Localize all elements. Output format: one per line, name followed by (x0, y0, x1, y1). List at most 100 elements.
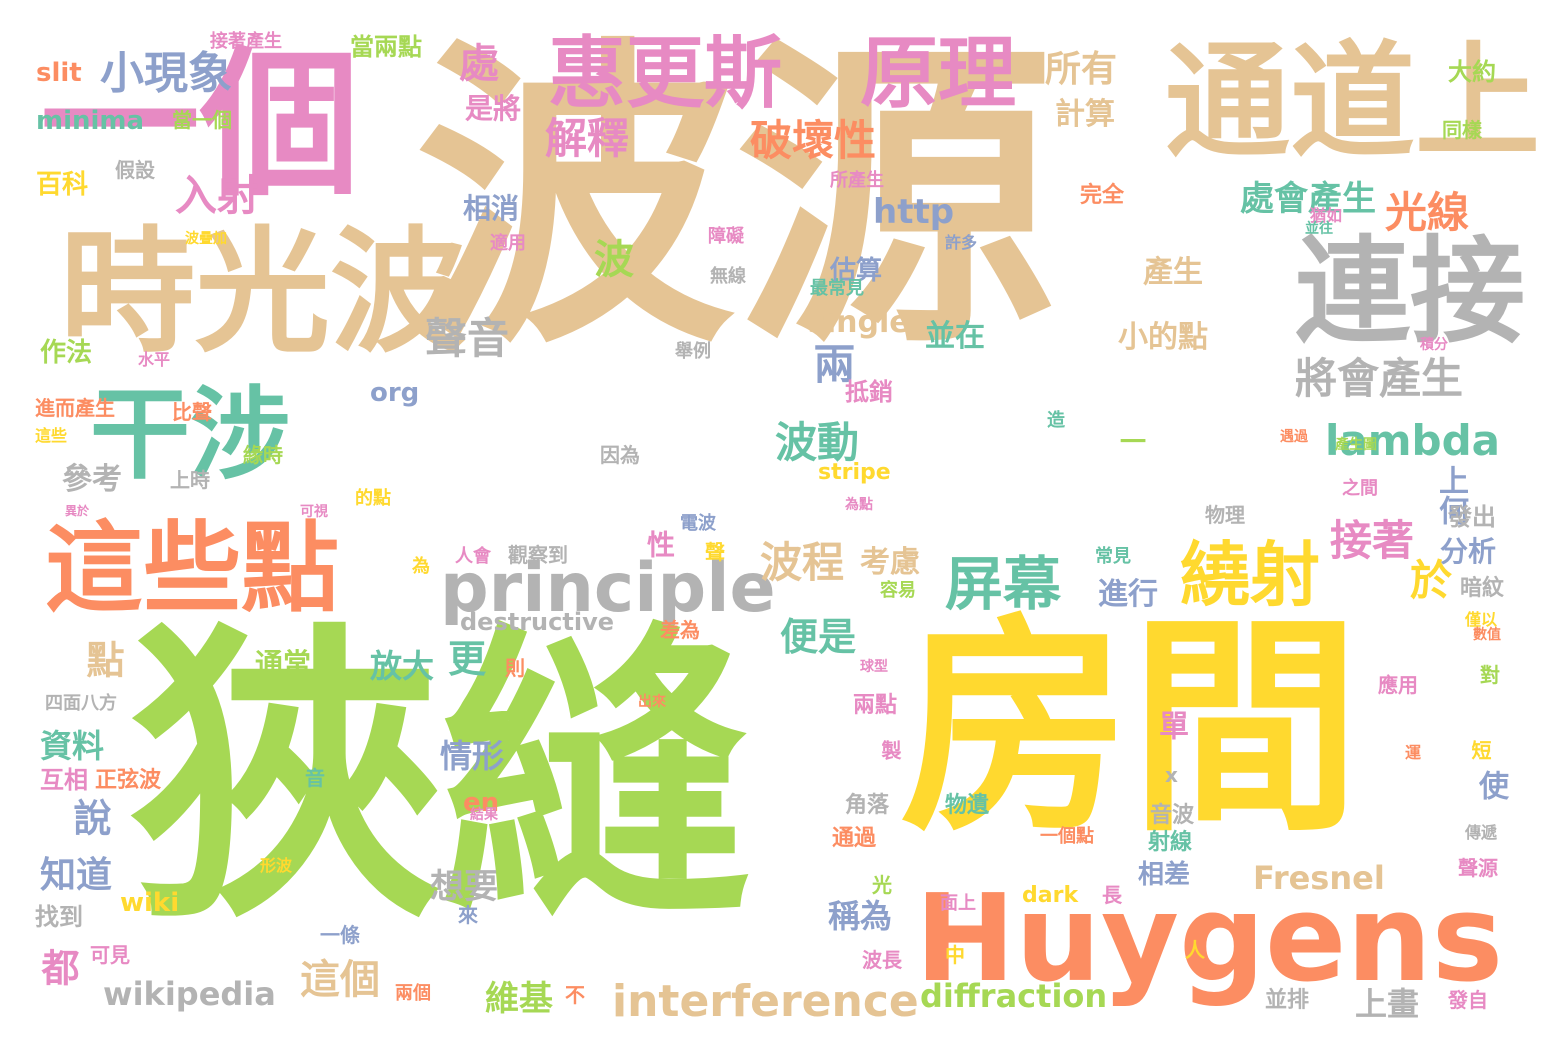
word-cloud-word: 入射 (175, 171, 260, 220)
word-cloud-word: 數值 (1473, 627, 1501, 643)
word-cloud-word: 並排 (1265, 988, 1310, 1013)
word-cloud-word: 異於 (65, 504, 90, 518)
word-cloud-word: Fresnel (1253, 859, 1385, 897)
word-cloud-word: 面上 (940, 893, 976, 914)
word-cloud-word: 常見 (1095, 546, 1131, 567)
word-cloud-word: 差為 (660, 618, 700, 642)
word-cloud-word: 參考 (62, 462, 122, 497)
word-cloud-word: 所產生 (830, 170, 884, 191)
word-cloud-word: 都 (35, 948, 79, 986)
word-cloud-word: 傳遞 (1465, 823, 1498, 842)
word-cloud-word: 聲源 (1458, 856, 1498, 880)
word-cloud-word: 估算 (830, 256, 883, 286)
word-cloud-word: 四面八方 (45, 693, 117, 714)
word-cloud-word: 繞射 (1180, 534, 1320, 616)
word-cloud-word: 的點 (355, 488, 391, 509)
word-cloud-word: 通常 (255, 647, 312, 680)
word-cloud-word: minima (36, 106, 145, 136)
word-cloud-word: 產生 (1143, 255, 1203, 290)
word-cloud-word: 時光波 (60, 214, 465, 371)
word-cloud-word: 便是 (780, 615, 857, 659)
word-cloud-word: 緣時 (243, 443, 283, 467)
word-cloud-word: 聲音 (425, 314, 510, 363)
word-cloud-word: slit (36, 58, 82, 88)
word-cloud-word: 處會產生 (1240, 179, 1376, 219)
word-cloud-word: 僅以 (1465, 610, 1498, 629)
word-cloud-word: 之間 (1342, 478, 1378, 499)
word-cloud-word: 小現象 (100, 48, 232, 99)
word-cloud-word: 人 (1185, 938, 1205, 962)
word-cloud-word: org (370, 378, 420, 408)
word-cloud-word: 連接 (1295, 225, 1526, 359)
word-cloud-word: 接著 (1330, 516, 1415, 565)
word-cloud-word: 並在 (925, 319, 985, 354)
word-cloud-word: 屏幕 (945, 550, 1062, 618)
word-cloud-word: wikipedia (103, 975, 276, 1013)
word-cloud-word: 光線 (1385, 188, 1470, 237)
word-cloud-word: 許多 (945, 233, 978, 252)
word-cloud-word: 為 (412, 556, 430, 577)
word-cloud-word: 完全 (1080, 183, 1125, 208)
word-cloud-word: 人會 (455, 546, 491, 567)
word-cloud-word: 當一個 (172, 108, 232, 132)
word-cloud-word: 因為 (600, 443, 640, 467)
word-cloud-word: 當兩點 (350, 33, 422, 61)
word-cloud-word: destructive (460, 608, 614, 636)
word-cloud-word: 說 (67, 798, 111, 836)
word-cloud-word: 射線 (1148, 830, 1193, 855)
word-cloud-word: 發出 (1448, 503, 1496, 531)
word-cloud-word: 假設 (115, 158, 155, 182)
word-cloud-word: 遇過 (1280, 429, 1308, 445)
word-cloud-word: 原理 (860, 29, 1017, 119)
word-cloud-word: 狹縫 (130, 599, 750, 960)
word-cloud-word: 結果 (470, 807, 498, 823)
word-cloud-word: 通過 (832, 826, 877, 851)
word-cloud-word: 想要 (430, 867, 498, 907)
word-cloud-word: 球型 (860, 659, 888, 675)
word-cloud-word: 這個 (300, 957, 380, 1003)
word-cloud-word: 音波 (1150, 803, 1195, 828)
word-cloud-word: 產生圖 (1335, 437, 1377, 453)
word-cloud-word: 出來 (638, 694, 666, 710)
word-cloud-word: 發自 (1448, 988, 1488, 1012)
word-cloud-word: 上畫 (1355, 985, 1420, 1023)
word-cloud-word: 聲 (705, 540, 725, 564)
word-cloud-word: 互相 (40, 766, 88, 794)
word-cloud-word: 積分 (1420, 337, 1448, 353)
word-cloud-word: 作法 (40, 338, 93, 368)
word-cloud-word: principle (440, 549, 776, 628)
word-cloud-word: 應用 (1378, 673, 1418, 697)
word-cloud-word: 同樣 (1442, 118, 1482, 142)
word-cloud-word: 形波 (260, 856, 293, 875)
word-cloud-word: 最常見 (810, 278, 864, 299)
word-cloud-word: 兩個 (395, 983, 431, 1004)
word-cloud-word: 一條 (320, 923, 360, 947)
word-cloud-word: 猶如 (1310, 206, 1343, 225)
word-cloud-word: 小的點 (1118, 320, 1208, 355)
word-cloud-word: 波 (587, 238, 633, 278)
word-cloud-word: 可視 (300, 504, 328, 520)
word-cloud-word: 波長 (862, 948, 902, 972)
word-cloud-word: 上時 (170, 468, 210, 492)
word-cloud-word: single (808, 305, 910, 340)
word-cloud-word: 容易 (880, 580, 916, 601)
word-cloud-word: 進行 (1098, 577, 1158, 612)
word-cloud-word: 處 (452, 42, 498, 82)
word-cloud-word: 惠更斯 (548, 29, 783, 119)
word-cloud-word: 舉例 (675, 341, 711, 362)
word-cloud-word: 性 (643, 530, 676, 558)
word-cloud-word: 比聲 (172, 400, 212, 424)
word-cloud-word: 維基 (485, 979, 553, 1019)
word-cloud-word: 短 (1468, 740, 1492, 760)
word-cloud-word: 暗紋 (1460, 576, 1505, 601)
word-cloud-word: stripe (818, 460, 891, 485)
word-cloud-word: 無線 (710, 266, 746, 287)
word-cloud-word: 一個 (40, 31, 361, 218)
word-cloud-word: 兩點 (853, 693, 898, 718)
word-cloud-word: 造 (1044, 410, 1065, 428)
word-cloud-word: 適用 (490, 233, 526, 254)
word-cloud-word: 對 (1480, 663, 1500, 687)
word-cloud-word: 並往 (1305, 221, 1333, 237)
word-cloud-word: 兩 (807, 342, 856, 384)
